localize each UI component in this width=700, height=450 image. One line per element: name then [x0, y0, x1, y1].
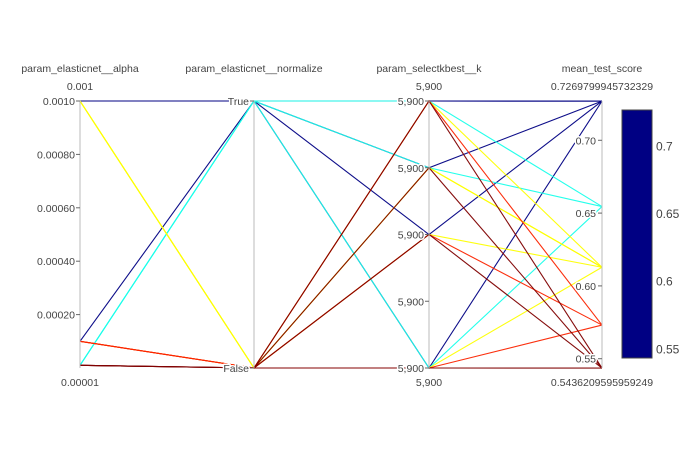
- axis-0: param_elasticnet__alpha 0.001 0.00001 0.001…: [21, 63, 138, 389]
- axis-2-tick-label-1: 5,900: [398, 163, 424, 175]
- data-line-16: [79, 99, 603, 369]
- axis-1: param_elasticnet__normalizeTrueTrueFalse…: [185, 63, 322, 377]
- axis-max-label-3: 0.7269799945732329: [551, 81, 653, 93]
- axis-2-tick-label-0: 5,900: [398, 96, 424, 108]
- data-line-2: [80, 100, 603, 236]
- axis-3-tick-label-0: 0.70: [576, 135, 597, 147]
- axis-2: param_selectkbest__k 5,900 5,900 5,900 5,900…: [376, 63, 482, 389]
- axis-0-tick-halo-4: 0.00020: [37, 310, 75, 322]
- axis-0-tick-label-4: 0.00020: [37, 310, 75, 322]
- axis-title-2: param_selectkbest__k: [376, 63, 482, 75]
- data-line-7: [79, 100, 603, 366]
- data-line-18: [79, 233, 603, 369]
- axis-3-tick-label-1: 0.65: [576, 208, 597, 220]
- axis-0-tick-label-2: 0.00060: [37, 203, 75, 215]
- axis-title-1: param_elasticnet__normalize: [185, 63, 322, 75]
- axis-2-tick-halo-1: 5,900: [398, 163, 424, 175]
- axis-0-tick-label-3: 0.00040: [37, 256, 75, 268]
- axis-2-tick-halo-3: 5,900: [398, 296, 424, 308]
- colorbar-tick-label-2: 0.6: [656, 275, 673, 289]
- axis-2-tick-halo-4: 5,900: [398, 363, 424, 375]
- axis-1-tick-halo-1: False: [223, 363, 249, 375]
- axis-2-tick-label-4: 5,900: [398, 363, 424, 375]
- axis-3-tick-label-2: 0.60: [576, 281, 597, 293]
- axis-0-tick-halo-3: 0.00040: [37, 256, 75, 268]
- colorbar-tick-label-3: 0.55: [656, 342, 680, 356]
- axis-3: mean_test_score 0.7269799945732329 0.54362…: [551, 63, 653, 389]
- axis-3-tick-halo-1: 0.65: [576, 208, 597, 220]
- axis-0-tick-halo-2: 0.00060: [37, 203, 75, 215]
- axis-title-0: param_elasticnet__alpha: [21, 63, 138, 75]
- axis-1-tick-label-0: True: [228, 96, 249, 108]
- axis-2-tick-halo-2: 5,900: [398, 230, 424, 242]
- axis-2-tick-halo-0: 5,900: [398, 96, 424, 108]
- colorbar-tick-label-0: 0.7: [656, 139, 673, 153]
- colorbar: 0.7 0.65 0.6 0.55: [621, 109, 680, 359]
- axis-max-label-0: 0.001: [67, 81, 93, 93]
- axis-min-label-2: 5,900: [416, 377, 442, 389]
- axis-3-tick-halo-2: 0.60: [576, 281, 597, 293]
- data-line-14: [79, 324, 603, 369]
- colorbar-gradient: [621, 109, 653, 359]
- axis-min-label-0: 0.00001: [61, 377, 99, 389]
- data-line-19: [79, 364, 603, 369]
- axis-0-tick-label-1: 0.00080: [37, 149, 75, 161]
- colorbar-tick-label-1: 0.65: [656, 207, 680, 221]
- axis-0-tick-label-0: 0.0010: [43, 96, 75, 108]
- axis-2-tick-label-2: 5,900: [398, 230, 424, 242]
- axis-3-tick-halo-3: 0.55: [576, 354, 597, 366]
- axis-title-3: mean_test_score: [562, 63, 643, 75]
- axis-3-tick-halo-0: 0.70: [576, 135, 597, 147]
- axis-1-tick-label-1: False: [223, 363, 249, 375]
- axis-3-tick-label-3: 0.55: [576, 354, 597, 366]
- axis-max-label-2: 5,900: [416, 81, 442, 93]
- axis-min-label-3: 0.5436209595959249: [551, 377, 653, 389]
- axis-0-tick-halo-1: 0.00080: [37, 149, 75, 161]
- axis-0-tick-halo-0: 0.0010: [43, 96, 75, 108]
- axes-layer: param_elasticnet__alpha 0.001 0.00001 0.001…: [21, 63, 653, 389]
- polyline-layer: [79, 99, 603, 370]
- axis-2-tick-label-3: 5,900: [398, 296, 424, 308]
- data-line-17: [79, 166, 603, 369]
- axis-1-tick-halo-0: True: [228, 96, 249, 108]
